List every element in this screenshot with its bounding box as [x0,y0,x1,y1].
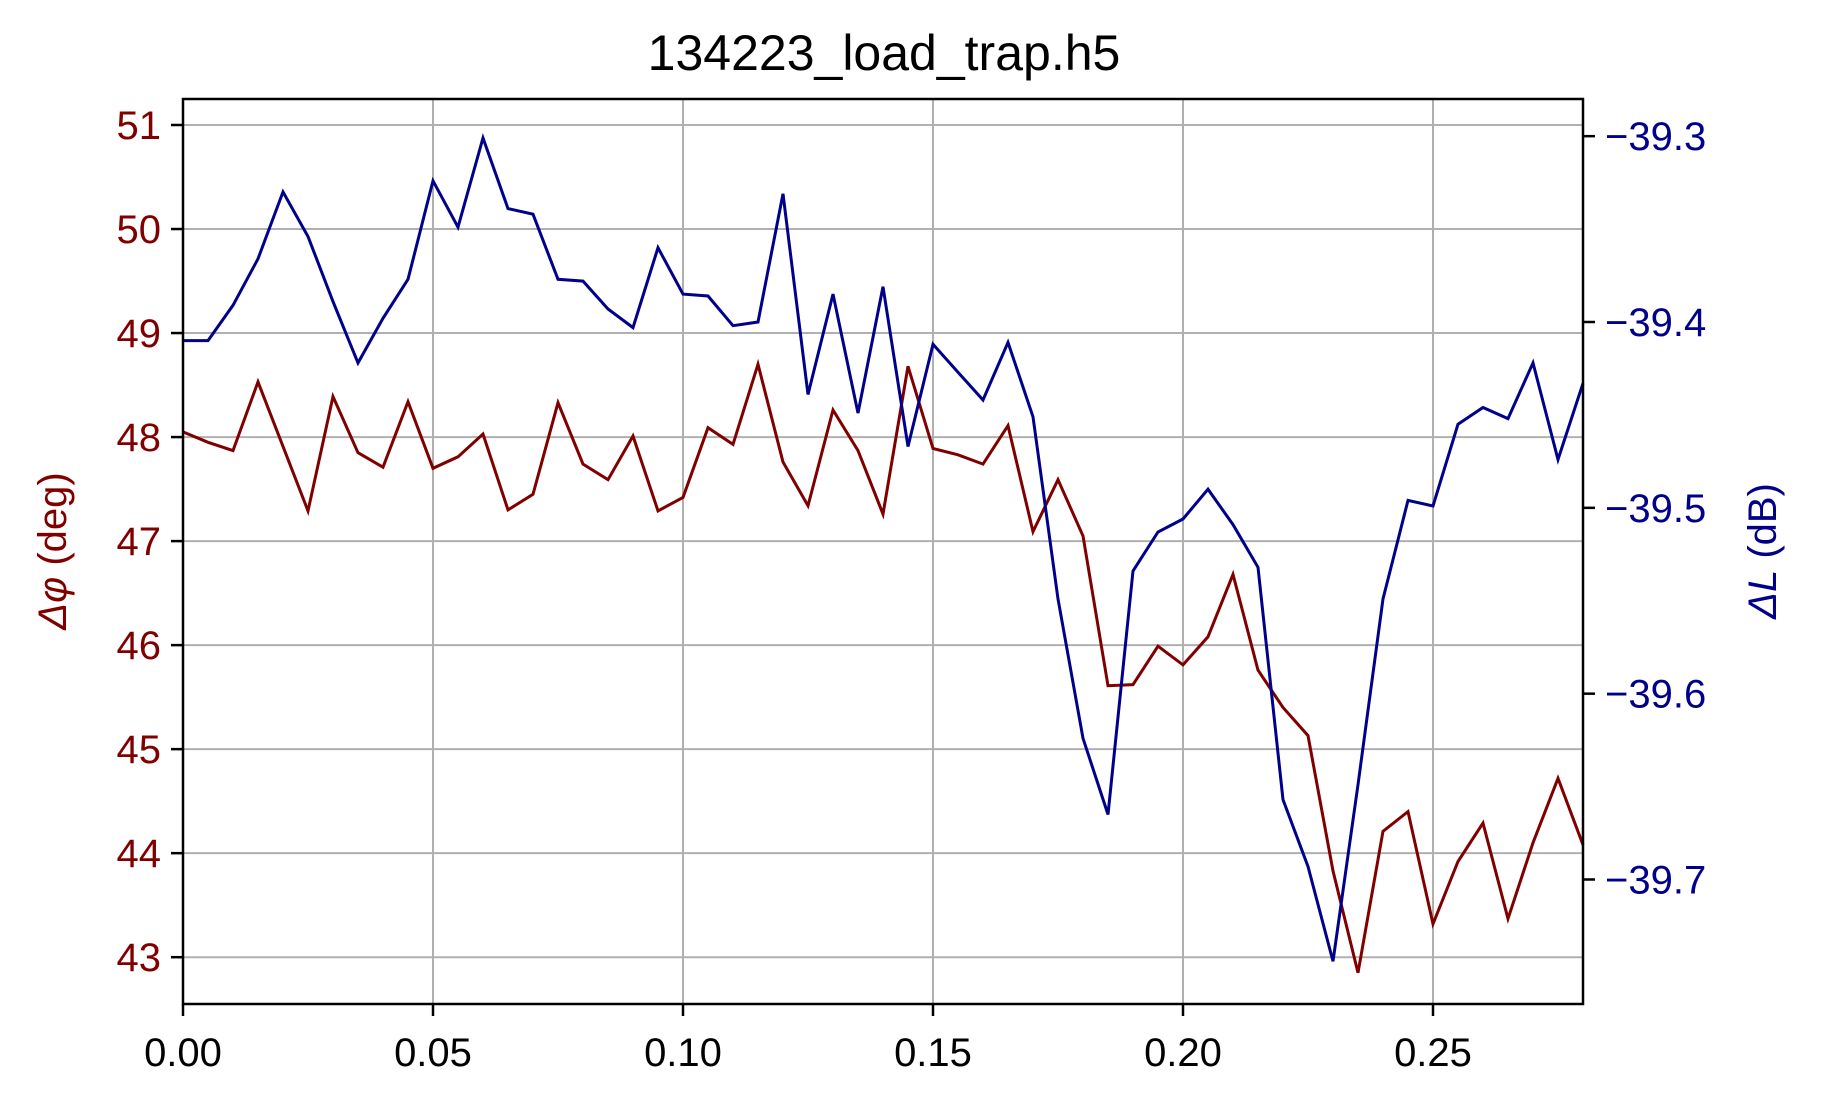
right-tick-label: −39.5 [1605,487,1706,531]
series-phase [182,358,1585,974]
right-tick-label: −39.4 [1605,301,1706,345]
left-tick-label: 46 [117,624,162,668]
phase-series-line [182,358,1585,974]
right-tick-label: −39.3 [1605,115,1706,159]
x-tick-label: 0.00 [144,1031,222,1075]
left-axis-ticks: 43 44 45 46 47 48 49 50 51 [117,104,183,980]
grid-lines [182,99,1583,1004]
right-axis-label-unit: (dB) [1741,483,1785,570]
right-tick-label: −39.7 [1605,858,1706,902]
x-tick-label: 0.25 [1394,1031,1472,1075]
left-tick-label: 43 [117,936,162,980]
x-tick-label: 0.05 [394,1031,472,1075]
x-axis-ticks: 0.00 0.05 0.10 0.15 0.20 0.25 [144,1004,1472,1075]
left-tick-label: 51 [117,104,162,148]
level-series-line [183,133,1585,962]
x-tick-label: 0.10 [644,1031,722,1075]
right-axis-label-symbol: ΔL [1741,570,1785,620]
left-tick-label: 44 [117,832,162,876]
left-tick-label: 48 [117,416,162,460]
right-axis-label: ΔL (dB) [1741,483,1785,620]
plot-frame [181,97,1585,1006]
left-axis-label: Δφ (deg) [31,472,75,630]
x-tick-label: 0.20 [1144,1031,1222,1075]
left-tick-label: 47 [117,520,162,564]
left-tick-label: 45 [117,728,162,772]
series-level [183,133,1585,962]
chart-title: 134223_load_trap.h5 [648,25,1121,81]
left-tick-label: 50 [117,208,162,252]
right-axis-ticks: −39.3 −39.4 −39.5 −39.6 −39.7 [1583,115,1706,902]
x-tick-label: 0.15 [894,1031,972,1075]
right-tick-label: −39.6 [1605,673,1706,717]
left-tick-label: 49 [117,312,162,356]
left-axis-label-unit: (deg) [31,472,75,577]
left-axis-label-symbol: Δφ [31,577,75,631]
